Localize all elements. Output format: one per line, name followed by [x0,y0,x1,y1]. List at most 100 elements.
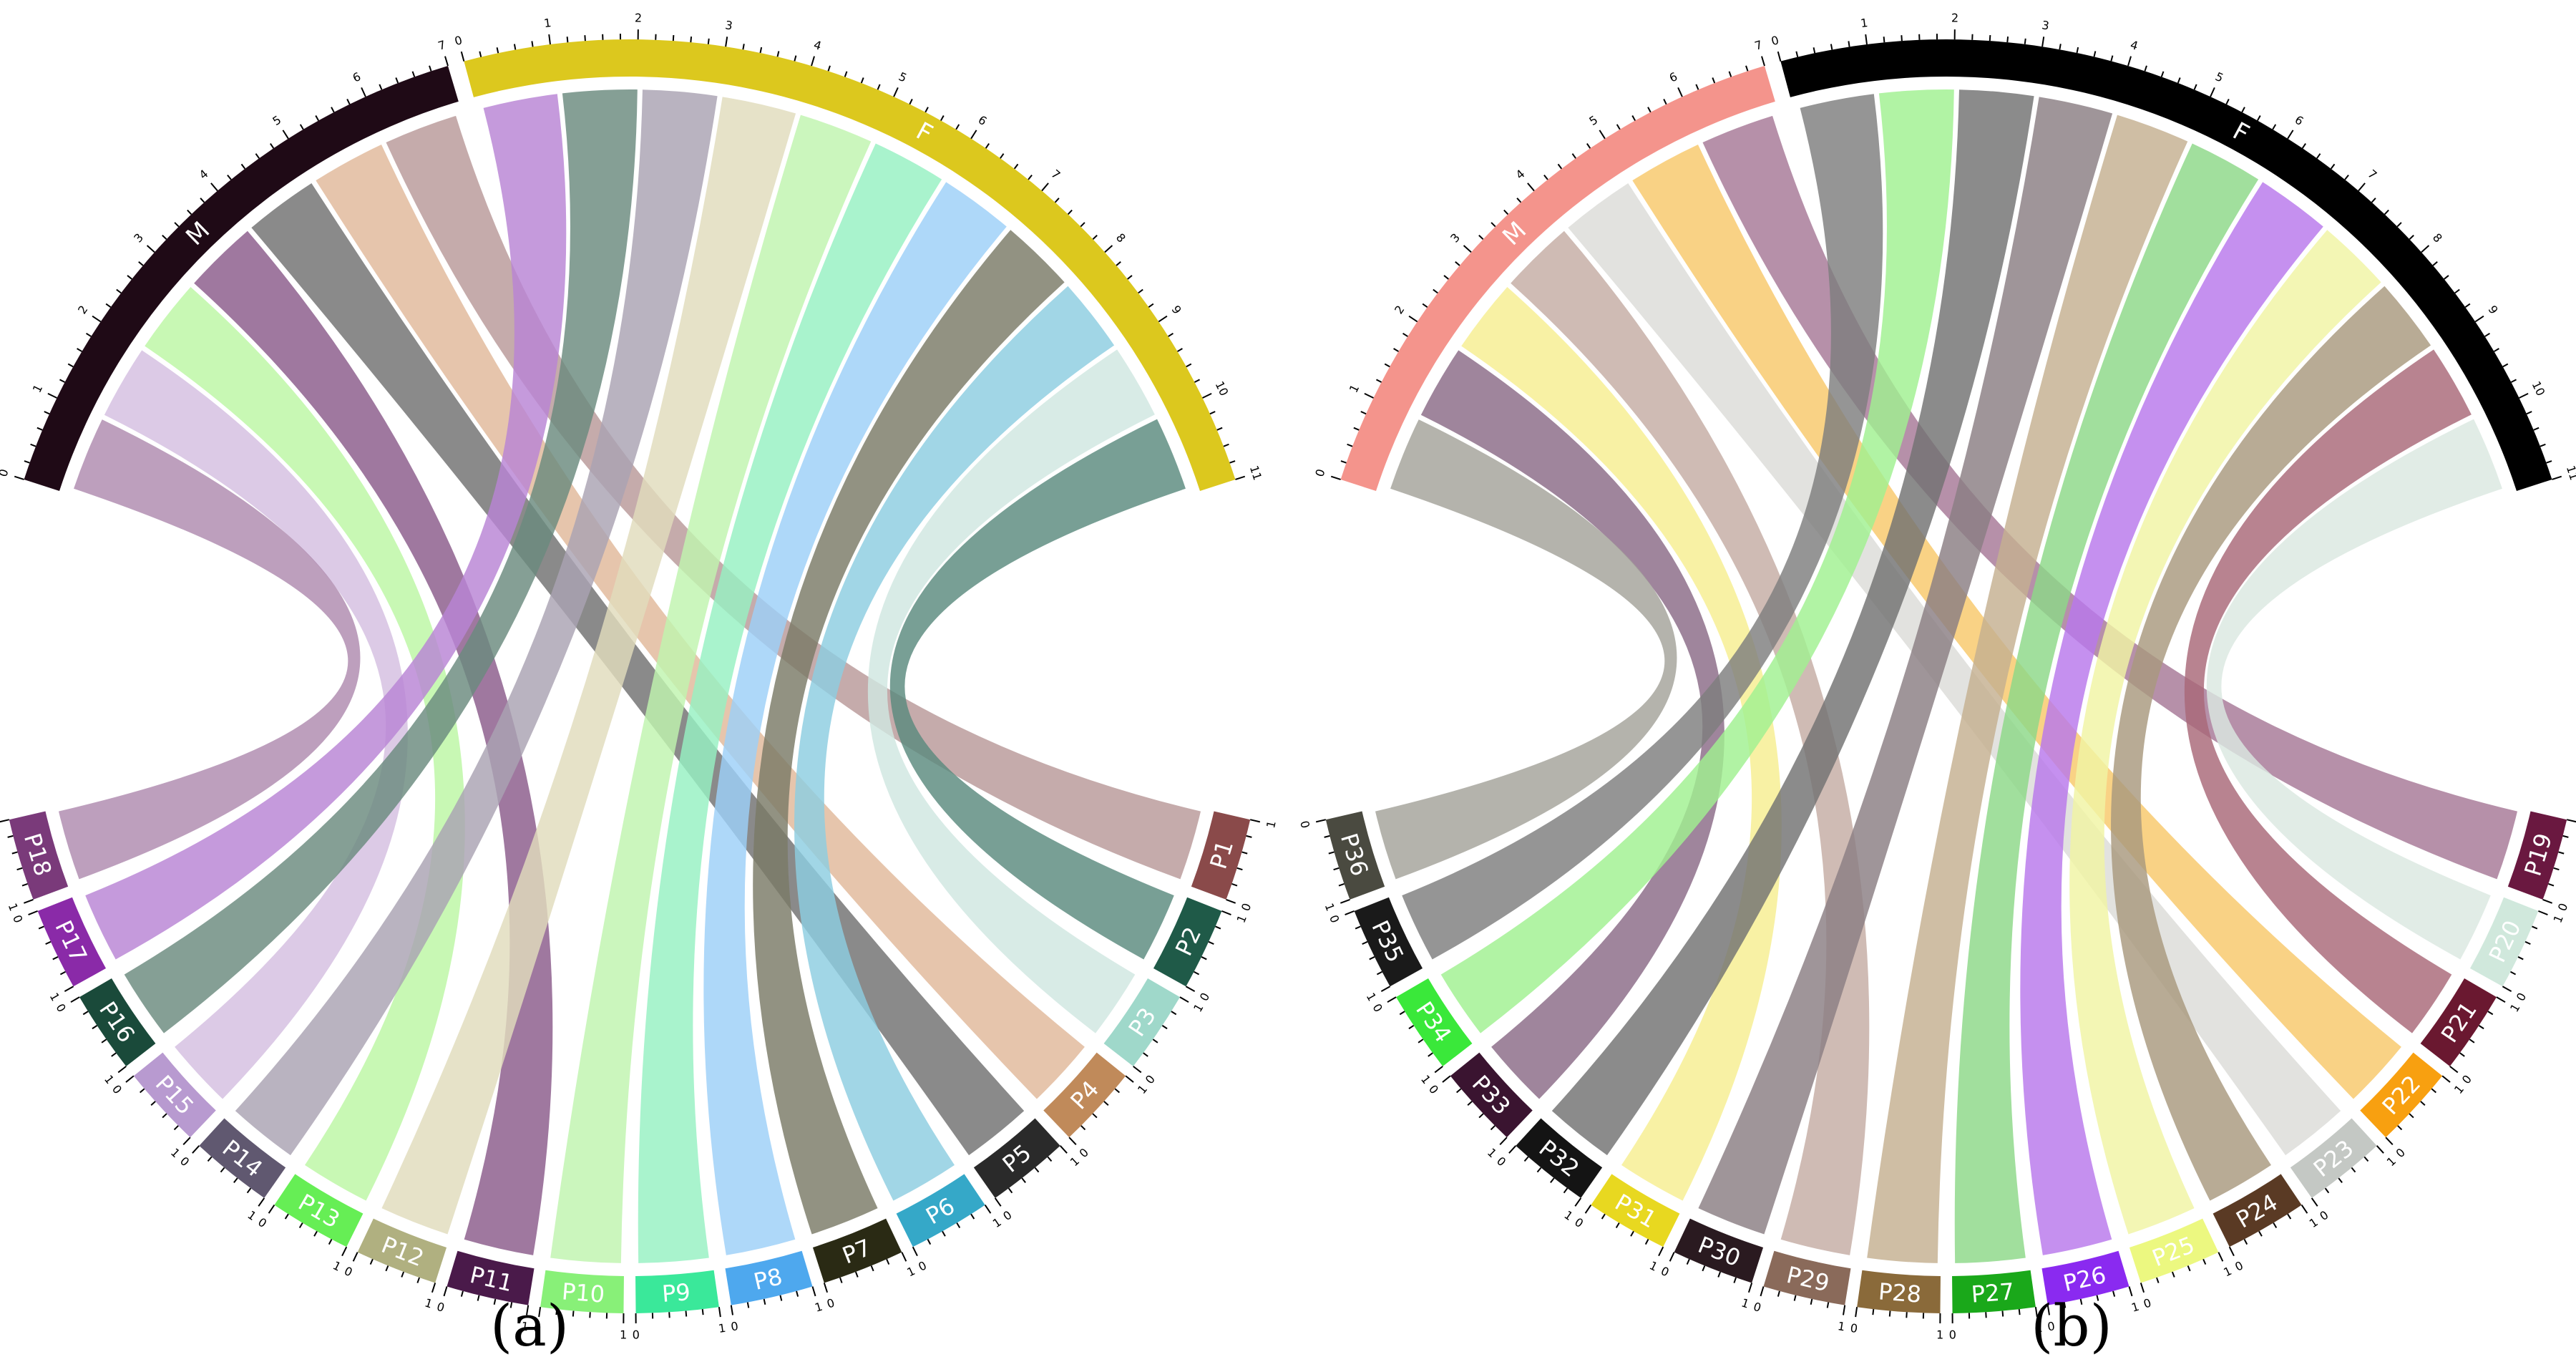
minor-tick [7,835,14,838]
chord-p28-f [1867,115,2188,1263]
chord-p30-f [1698,97,2113,1235]
chord-p3-f [867,349,1155,1033]
chord-p22-m [1632,145,2401,1099]
sector-p27-band [1952,1270,2036,1313]
minor-tick [1013,163,1019,170]
major-tick [912,1246,918,1257]
minor-tick [328,1239,333,1245]
sector-p19-band [2507,811,2567,900]
minor-tick [1467,1101,1473,1106]
tick-label: 1 [168,1145,182,1160]
minor-tick [2487,1011,2494,1016]
tick-label: 9 [1169,303,1184,316]
minor-tick [2076,47,2079,54]
chord-p18-m [58,419,361,880]
minor-tick [2112,1290,2116,1297]
minor-tick [839,1277,843,1283]
major-tick [2519,392,2529,399]
sector-p2-band [1153,897,1222,987]
major-tick [1574,1197,1582,1207]
minor-tick [2063,1302,2067,1308]
tick-label: 1 [2384,1154,2399,1169]
minor-tick [1324,835,1330,838]
minor-tick [1021,1177,1026,1184]
major-tick [1104,245,1113,253]
minor-tick [1702,1265,1706,1272]
major-tick [1584,1205,1592,1214]
major-tick [2140,1283,2145,1293]
minor-tick [1586,142,1591,149]
major-tick [1677,87,1683,97]
tick-label: 0 [1494,1154,1508,1169]
minor-tick [927,1239,932,1245]
minor-tick [111,1052,117,1057]
tick-label: 6 [976,113,990,129]
major-tick [282,130,289,140]
major-tick [1249,819,1261,823]
major-tick [1330,475,1341,480]
minor-tick [2202,1258,2207,1265]
minor-tick [2502,363,2509,368]
sector-p29-band [1763,1250,1851,1305]
major-tick [1387,996,1397,1003]
tick-label: 0 [435,1300,446,1315]
minor-tick [1490,1125,1496,1131]
minor-tick [477,1295,480,1301]
minor-tick [67,363,74,368]
minor-tick [1433,288,1438,294]
minor-tick [776,51,780,57]
minor-tick [1092,1113,1098,1119]
chord-p8-f [703,182,1007,1255]
chord-p16-f [124,89,638,1033]
minor-tick [1516,198,1522,203]
minor-tick [1571,153,1576,159]
major-tick [1527,183,1535,192]
sector-f-band [1780,39,2552,492]
major-tick [192,1145,200,1154]
sector-p18: P1801 [0,811,69,913]
minor-tick [1813,47,1816,54]
sector-p9-label: P9 [661,1278,691,1308]
tick-label: 1 [1191,1001,1206,1014]
minor-tick [1054,198,1060,203]
major-tick [2034,1307,2038,1318]
minor-tick [2384,209,2389,215]
minor-tick [1455,261,1460,266]
minor-tick [1216,427,1223,431]
minor-tick [1399,1011,1405,1016]
minor-tick [672,35,675,42]
minor-tick [138,261,144,266]
major-tick [1041,183,1049,192]
tick-label: 1 [718,1321,727,1336]
major-tick [70,996,80,1003]
minor-tick [2193,84,2197,90]
sector-p28: P28 0 1 [1850,1270,1943,1342]
minor-tick [1338,883,1345,887]
minor-tick [1647,107,1652,113]
minor-tick [2517,956,2524,960]
tick-label: 1 [1068,1154,1082,1169]
minor-tick [227,175,232,180]
tick-label: 1 [1860,16,1868,30]
tick-label: 1 [1322,901,1337,913]
major-tick [725,37,728,47]
major-tick [2385,1137,2394,1145]
sector-p19: P1901 [2507,811,2576,913]
major-tick [1777,51,1782,62]
minor-tick [1152,1038,1158,1044]
tick-label: 0 [53,1001,69,1014]
major-tick [28,910,38,915]
minor-tick [2540,443,2546,447]
minor-tick [270,142,275,149]
minor-tick [2006,37,2009,43]
minor-tick [395,77,399,84]
minor-tick [844,71,848,77]
chord-p4-m [316,145,1085,1099]
sector-p27-label: P27 [1971,1278,2016,1308]
tick-label: 1 [1347,382,1362,394]
tick-label: 0 [255,1215,269,1230]
minor-tick [1830,44,1833,50]
tick-label: 1 [6,901,21,913]
